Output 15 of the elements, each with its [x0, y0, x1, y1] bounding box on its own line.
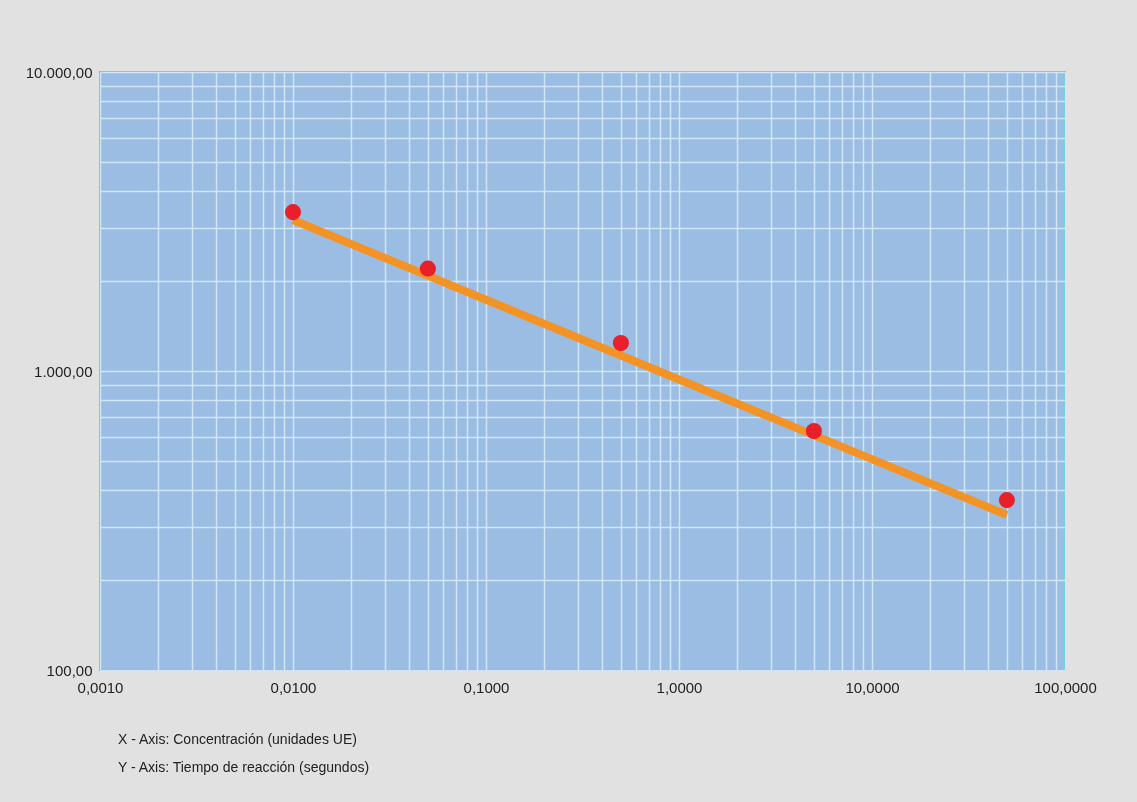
x-tick-label: 0,0010: [77, 678, 124, 696]
x-tick-label: 0,0100: [270, 678, 317, 696]
x-tick-label: 10,0000: [845, 678, 900, 696]
x-tick-label: 100,0000: [1034, 678, 1097, 696]
x-tick-label: 1,0000: [656, 678, 703, 696]
y-tick-label: 1.000,00: [34, 362, 93, 380]
point: [612, 335, 629, 352]
text: X - Axis: Concentración (unidades UE): [118, 731, 357, 747]
text: Y - Axis: Tiempo de reacción (segundos): [118, 759, 370, 775]
point: [419, 260, 436, 277]
point: [998, 492, 1015, 509]
y-tick-label: 10.000,00: [25, 63, 93, 81]
y-tick-label: 100,00: [46, 661, 93, 679]
x-tick-label: 0,1000: [463, 678, 510, 696]
point: [805, 422, 822, 440]
